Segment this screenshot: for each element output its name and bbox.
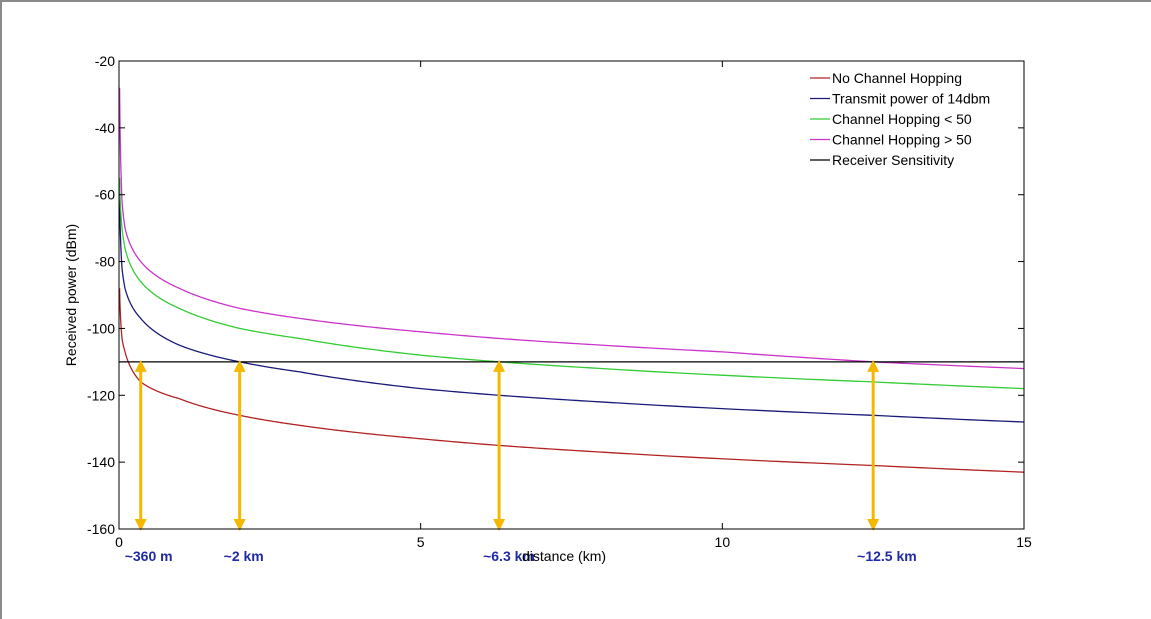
annotation-arrow-2 (493, 359, 506, 531)
annotation-layer: ~360 m ~2 km ~6.3 km ~12.5 km (125, 359, 917, 564)
legend-entry-3: Channel Hopping > 50 (810, 132, 972, 148)
legend-label-0: No Channel Hopping (832, 70, 962, 86)
x-tick-label-2: 10 (715, 534, 731, 550)
legend-entry-4: Receiver Sensitivity (810, 152, 954, 168)
annotation-label-3: ~12.5 km (857, 548, 917, 564)
axes-layer: 0 5 10 15 -20 -40 -60 -80 -100 -120 -140 -160 (87, 53, 1032, 550)
legend-entry-0: No Channel Hopping (810, 70, 962, 86)
y-tick-label-5: -120 (87, 387, 115, 403)
annotation-arrow-3 (867, 359, 880, 531)
y-tick-label-0: -20 (95, 53, 115, 69)
x-axis-label: distance (km) (522, 548, 606, 564)
legend-entry-2: Channel Hopping < 50 (810, 111, 972, 127)
plot-area-border (118, 60, 1025, 530)
annotation-arrow-0 (134, 359, 147, 531)
legend-label-4: Receiver Sensitivity (832, 152, 954, 168)
y-tick-label-2: -60 (95, 187, 115, 203)
y-tick-label-7: -160 (87, 521, 115, 537)
y-tick-label-1: -40 (95, 120, 115, 136)
annotation-arrow-1 (233, 359, 246, 531)
y-axis-label: Received power (dBm) (63, 224, 79, 366)
annotation-label-1: ~2 km (224, 548, 264, 564)
legend: No Channel Hopping Transmit power of 14db… (810, 70, 990, 168)
legend-label-2: Channel Hopping < 50 (832, 111, 972, 127)
legend-label-1: Transmit power of 14dbm (832, 91, 990, 107)
annotation-label-0: ~360 m (125, 548, 173, 564)
legend-label-3: Channel Hopping > 50 (832, 132, 972, 148)
series-line-3 (118, 87, 1025, 370)
series-line-2 (118, 177, 1025, 390)
series-line-0 (118, 288, 1025, 473)
x-tick-label-3: 15 (1016, 534, 1032, 550)
y-tick-label-4: -100 (87, 320, 115, 336)
y-tick-label-3: -80 (95, 254, 115, 270)
legend-entry-1: Transmit power of 14dbm (810, 91, 990, 107)
series-line-1 (118, 198, 1025, 423)
y-tick-label-6: -140 (87, 454, 115, 470)
x-tick-label-1: 5 (417, 534, 425, 550)
x-tick-label-0: 0 (115, 534, 123, 550)
annotation-label-2: ~6.3 km (483, 548, 535, 564)
